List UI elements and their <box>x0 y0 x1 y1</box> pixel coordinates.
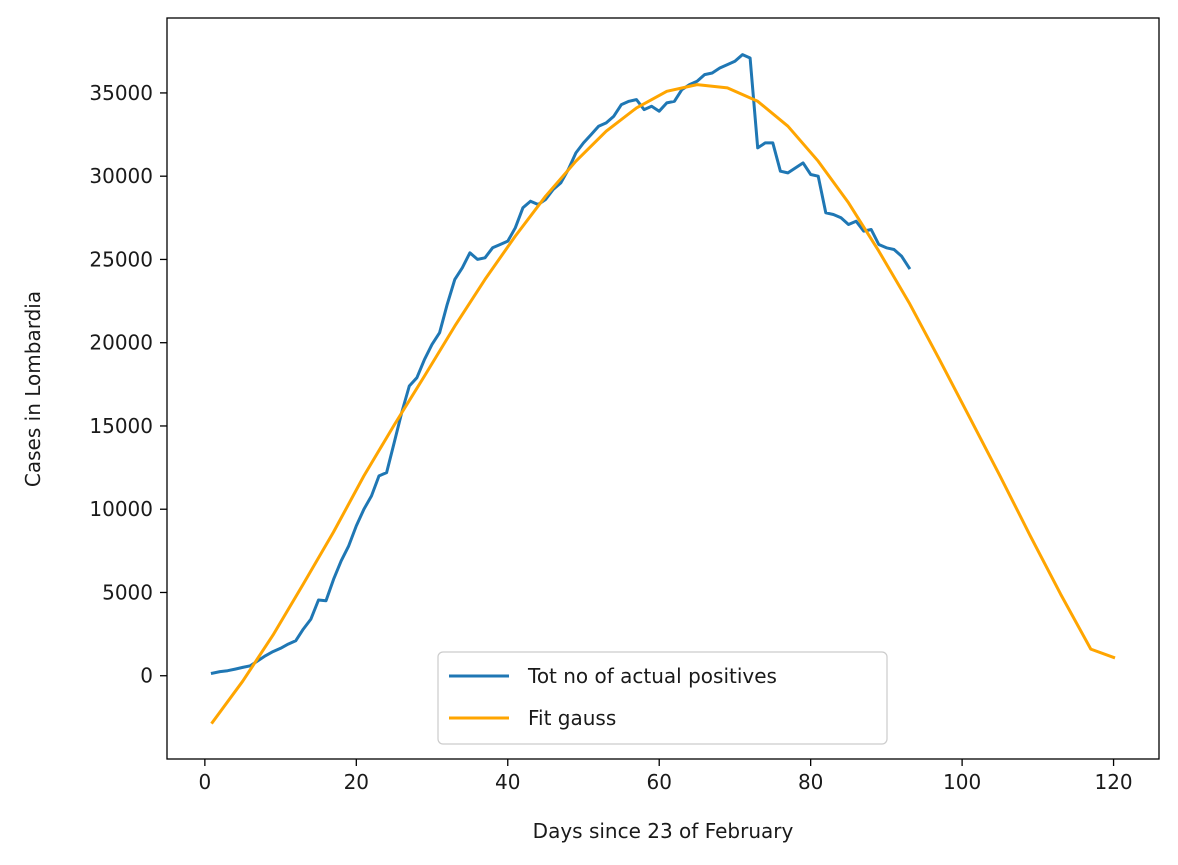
y-tick-label: 30000 <box>89 164 153 188</box>
axis-ticks: 0 20 40 60 80 100 120 0 5000 10000 15000 20000 25000… <box>89 81 1132 794</box>
x-tick-label: 80 <box>798 770 823 794</box>
legend-box <box>437 651 888 745</box>
y-tick-label: 25000 <box>89 247 153 271</box>
legend: Tot no of actual positives Fit gauss <box>437 651 888 745</box>
x-axis-label: Days since 23 of February <box>533 819 794 843</box>
x-tick-label: 40 <box>495 770 520 794</box>
y-tick-label: 5000 <box>102 580 153 604</box>
x-tick-label: 20 <box>344 770 369 794</box>
series-line-tot-no-of-actual-positives <box>210 53 912 675</box>
y-tick-label: 35000 <box>89 81 153 105</box>
y-tick-label: 15000 <box>89 414 153 438</box>
axes-frame <box>166 17 1160 760</box>
x-tick-label: 120 <box>1094 770 1132 794</box>
x-tick-label: 100 <box>943 770 981 794</box>
y-tick-label: 10000 <box>89 497 153 521</box>
series-group <box>210 53 1116 725</box>
y-axis-label: Cases in Lombardia <box>21 291 45 487</box>
x-tick-label: 60 <box>646 770 671 794</box>
legend-label-fit-gauss: Fit gauss <box>528 706 616 730</box>
y-tick-label: 0 <box>140 664 153 688</box>
series-line-fit-gauss <box>210 83 1116 725</box>
y-tick-label: 20000 <box>89 331 153 355</box>
x-tick-label: 0 <box>198 770 211 794</box>
legend-label-actual-positives: Tot no of actual positives <box>527 664 777 688</box>
